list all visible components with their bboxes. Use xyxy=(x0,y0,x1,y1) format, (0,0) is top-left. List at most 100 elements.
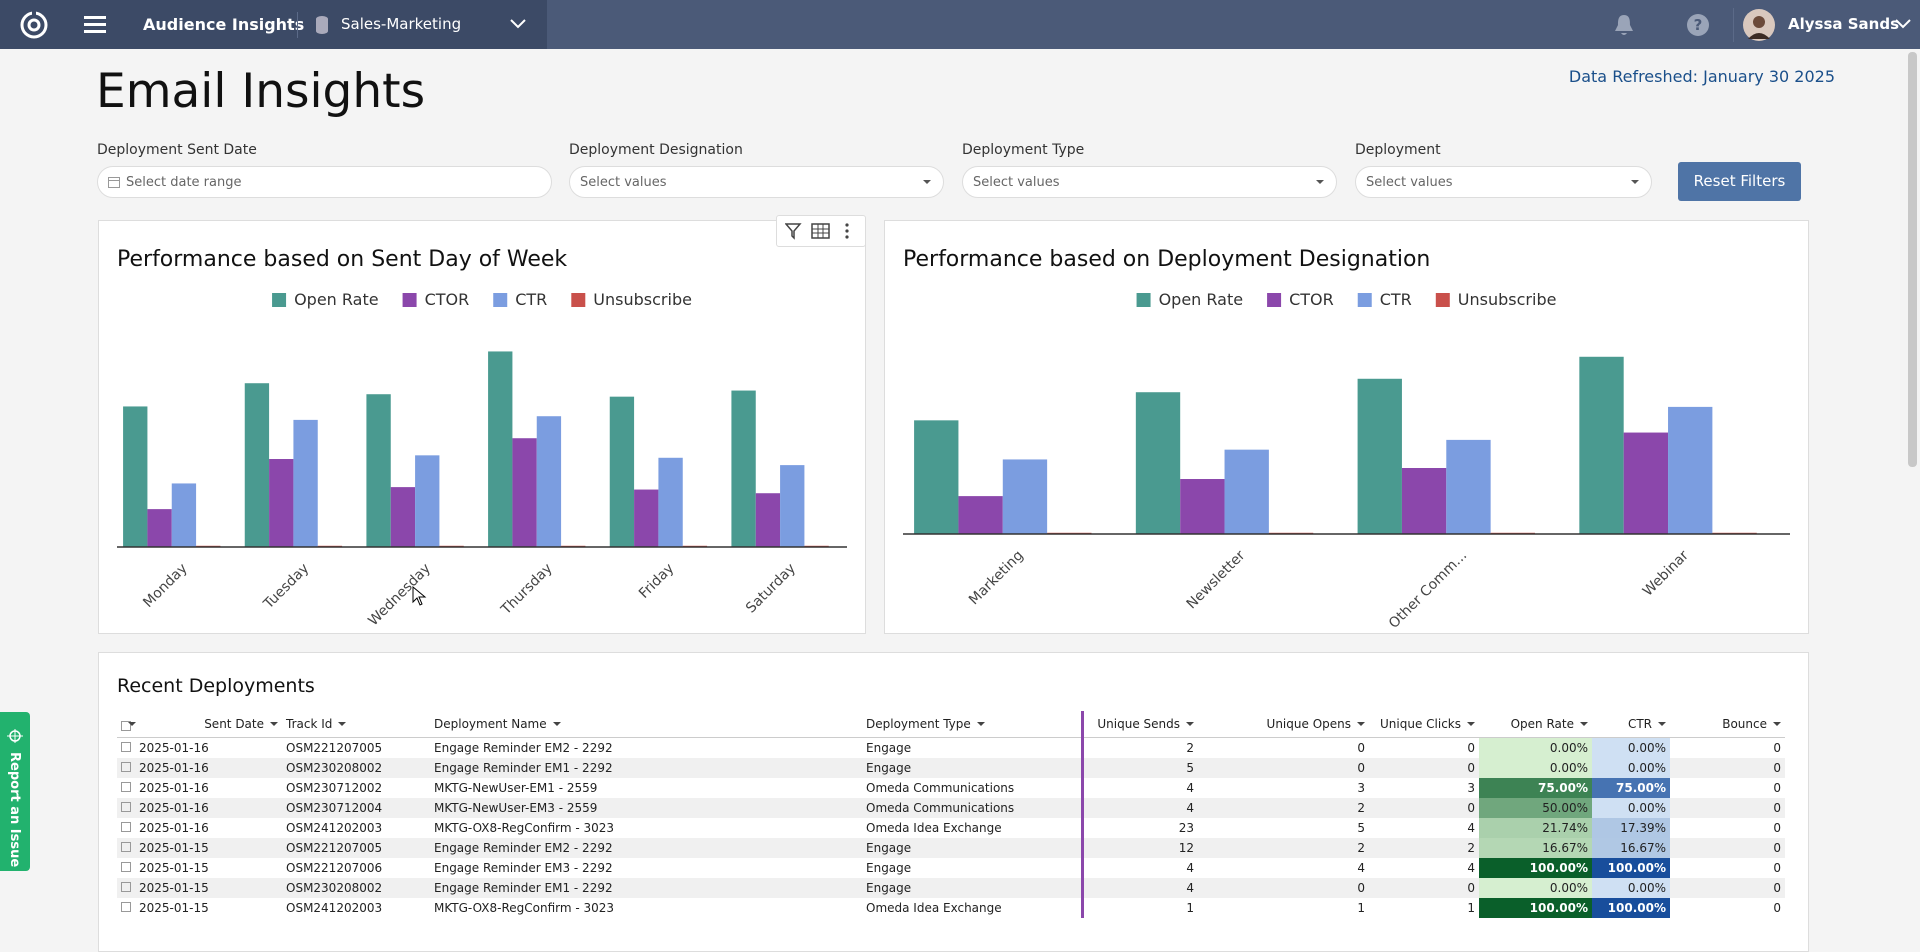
expand-toggle[interactable] xyxy=(121,742,131,752)
column-header[interactable]: Sent Date xyxy=(135,711,282,738)
table-cell: 3 xyxy=(1369,778,1479,798)
table-body: 2025-01-16OSM221207005Engage Reminder EM… xyxy=(117,738,1785,919)
logo[interactable] xyxy=(18,9,50,41)
expand-toggle[interactable] xyxy=(121,862,131,872)
expand-all[interactable] xyxy=(121,721,131,731)
table-cell: Engage Reminder EM2 - 2292 xyxy=(430,738,862,759)
column-header[interactable]: Bounce xyxy=(1670,711,1785,738)
chart-toolbar xyxy=(776,215,866,247)
menu-icon[interactable] xyxy=(84,14,108,36)
table-cell: 2025-01-15 xyxy=(135,838,282,858)
db-icon xyxy=(315,16,329,34)
legend-label: CTOR xyxy=(425,290,470,309)
table-row: 2025-01-16OSM230208002Engage Reminder EM… xyxy=(117,758,1785,778)
more-icon[interactable] xyxy=(843,222,851,240)
bar xyxy=(958,496,1002,534)
table-cell: MKTG-NewUser-EM1 - 2559 xyxy=(430,778,862,798)
table-row: 2025-01-16OSM221207005Engage Reminder EM… xyxy=(117,738,1785,759)
table-cell: 100.00% xyxy=(1479,858,1592,878)
legend-swatch xyxy=(493,293,507,307)
column-header[interactable]: Deployment Name xyxy=(430,711,862,738)
help-icon[interactable]: ? xyxy=(1686,13,1710,37)
bar xyxy=(245,383,269,547)
column-header[interactable]: Unique Sends xyxy=(1082,711,1198,738)
expand-cell xyxy=(117,818,135,838)
table-cell: 0 xyxy=(1670,738,1785,759)
filter-icon[interactable] xyxy=(785,222,805,240)
table-cell: 0 xyxy=(1670,898,1785,918)
column-header[interactable]: Deployment Type xyxy=(862,711,1082,738)
select-input[interactable]: Select values xyxy=(569,166,944,198)
chart-panel: Performance based on Deployment Designat… xyxy=(884,220,1809,634)
expand-toggle[interactable] xyxy=(121,782,131,792)
expand-toggle[interactable] xyxy=(121,882,131,892)
expand-toggle[interactable] xyxy=(121,802,131,812)
reset-button[interactable]: Reset Filters xyxy=(1678,162,1801,201)
body: Audience Insights Sales-Marketing ? Alys… xyxy=(0,0,1920,919)
legend-label: Unsubscribe xyxy=(593,290,692,309)
column-header[interactable]: Unique Opens xyxy=(1198,711,1369,738)
table-cell: Omeda Idea Exchange xyxy=(862,818,1082,838)
svg-text:?: ? xyxy=(1694,16,1703,34)
column-header[interactable]: Track Id xyxy=(282,711,430,738)
table-cell: Omeda Idea Exchange xyxy=(862,898,1082,918)
column-header[interactable]: Open Rate xyxy=(1479,711,1592,738)
table-cell: 0 xyxy=(1198,878,1369,898)
x-tick-label: Monday xyxy=(140,561,190,611)
legend-label: Open Rate xyxy=(1159,290,1244,309)
table-cell: 50.00% xyxy=(1479,798,1592,818)
report-label[interactable]: Report an Issue xyxy=(7,752,22,867)
table-cell: 1 xyxy=(1198,898,1369,918)
table-cell: OSM230712002 xyxy=(282,778,430,798)
x-tick-label: Webinar xyxy=(1640,547,1692,599)
filter-label: Deployment xyxy=(1355,142,1441,158)
bar xyxy=(1003,459,1047,534)
expand-toggle[interactable] xyxy=(121,762,131,772)
table-row: 2025-01-15OSM221207005Engage Reminder EM… xyxy=(117,838,1785,858)
bell-icon[interactable] xyxy=(1613,13,1635,37)
table-cell: 100.00% xyxy=(1592,858,1670,878)
select-input[interactable]: Select values xyxy=(962,166,1337,198)
table-cell: Engage Reminder EM3 - 2292 xyxy=(430,858,862,878)
workspace-name[interactable]: Sales-Marketing xyxy=(341,15,461,33)
expand-cell xyxy=(117,778,135,798)
column-label: Unique Clicks xyxy=(1380,717,1475,731)
date-input[interactable]: Select date range xyxy=(97,166,552,198)
expand-toggle[interactable] xyxy=(121,902,131,912)
column-label: Track Id xyxy=(286,717,346,731)
table-cell: MKTG-OX8-RegConfirm - 3023 xyxy=(430,898,862,918)
bar xyxy=(269,459,293,547)
column-header[interactable]: Unique Clicks xyxy=(1369,711,1479,738)
bar xyxy=(1402,468,1446,534)
table-cell: 2025-01-16 xyxy=(135,778,282,798)
table-cell: OSM241202003 xyxy=(282,898,430,918)
report-tab[interactable]: Report an Issue xyxy=(0,712,30,871)
x-tick-label: Tuesday xyxy=(260,561,312,613)
header-row: Sent Date Track Id Deployment NameDeployme… xyxy=(117,711,1785,738)
scrollbar[interactable] xyxy=(1908,52,1917,467)
table-cell: 0 xyxy=(1670,758,1785,778)
table-cell: Engage xyxy=(862,838,1082,858)
table-cell: Engage Reminder EM1 - 2292 xyxy=(430,878,862,898)
avatar[interactable] xyxy=(1743,9,1775,41)
user-chevron[interactable] xyxy=(1895,19,1911,29)
bar xyxy=(610,397,634,547)
table-cell: 75.00% xyxy=(1592,778,1670,798)
legend-swatch xyxy=(1267,293,1281,307)
cursor xyxy=(412,586,428,608)
table-cell: 0 xyxy=(1369,878,1479,898)
chart-panel: Performance based on Sent Day of WeekOpe… xyxy=(98,220,866,634)
table-cell: 1 xyxy=(1082,898,1198,918)
x-tick-label: Other Comm... xyxy=(1386,548,1470,632)
expand-toggle[interactable] xyxy=(121,842,131,852)
table-icon[interactable] xyxy=(811,222,831,240)
expand-toggle[interactable] xyxy=(121,822,131,832)
select-input[interactable]: Select values xyxy=(1355,166,1652,198)
user-name[interactable]: Alyssa Sands xyxy=(1788,15,1899,33)
app-name[interactable]: Audience Insights xyxy=(143,15,304,34)
table-cell: OSM221207005 xyxy=(282,838,430,858)
placeholder: Select values xyxy=(973,175,1060,190)
column-header[interactable]: CTR xyxy=(1592,711,1670,738)
table-cell: 21.74% xyxy=(1479,818,1592,838)
workspace-chevron[interactable] xyxy=(510,19,526,29)
